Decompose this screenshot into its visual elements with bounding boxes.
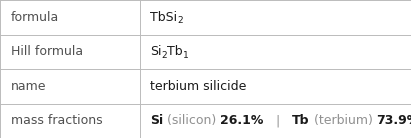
Text: mass fractions: mass fractions (11, 114, 103, 127)
Text: 2: 2 (162, 51, 167, 60)
Text: terbium silicide: terbium silicide (150, 80, 246, 93)
Text: Tb: Tb (167, 45, 183, 58)
Text: 1: 1 (183, 51, 189, 60)
Text: Hill formula: Hill formula (11, 45, 83, 58)
Text: Si: Si (150, 45, 162, 58)
Text: 2: 2 (177, 16, 183, 25)
Text: 26.1%: 26.1% (220, 114, 264, 127)
Text: TbSi: TbSi (150, 11, 177, 24)
Text: name: name (11, 80, 47, 93)
Text: |: | (264, 114, 292, 127)
Text: (terbium): (terbium) (309, 114, 376, 127)
Text: 73.9%: 73.9% (376, 114, 411, 127)
Text: formula: formula (11, 11, 60, 24)
Text: Tb: Tb (292, 114, 309, 127)
Text: Si: Si (150, 114, 163, 127)
Text: (silicon): (silicon) (163, 114, 220, 127)
